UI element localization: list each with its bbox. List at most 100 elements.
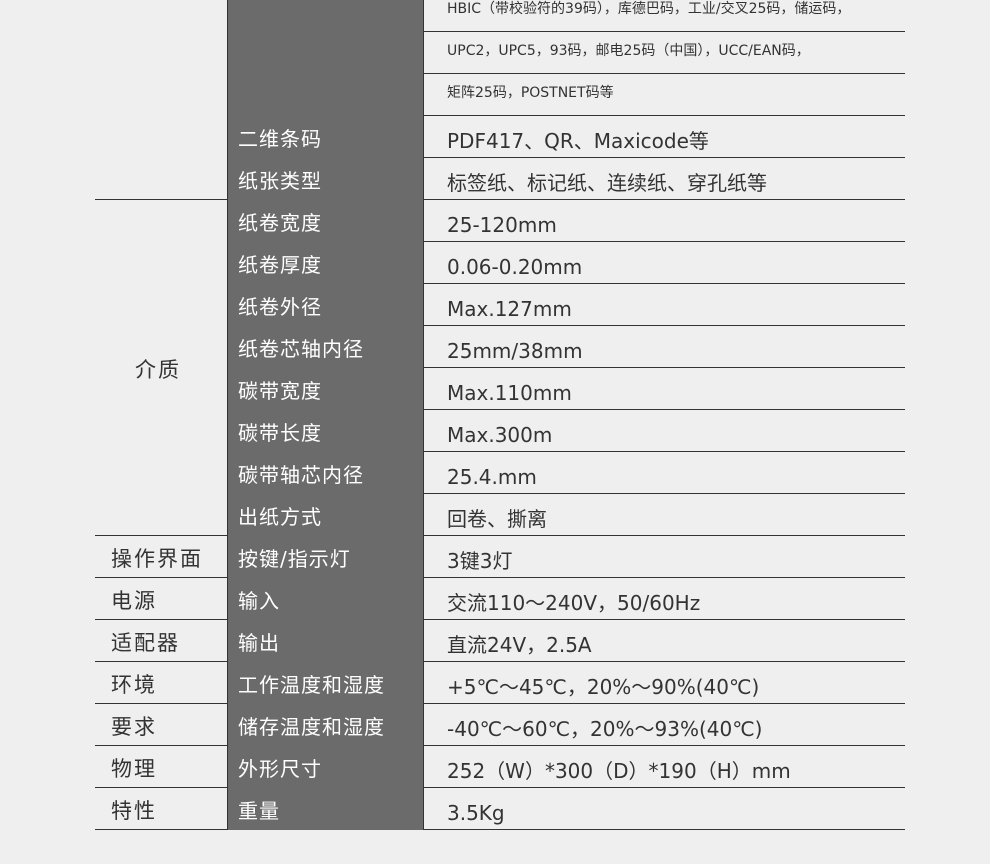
spec-row: 碳带宽度 Max.110mm bbox=[95, 368, 905, 410]
spec-value: 3.5Kg bbox=[447, 801, 505, 825]
spec-label: 纸卷芯轴内径 bbox=[238, 337, 364, 361]
spec-label: 出纸方式 bbox=[238, 505, 322, 529]
spec-row: 储存温度和湿度 -40℃～60℃，20%～93%(40℃) bbox=[95, 704, 905, 746]
category-cell: 要求 bbox=[95, 704, 227, 746]
category-divider bbox=[95, 199, 227, 200]
spec-row: 二维条码 PDF417、QR、Maxicode等 bbox=[95, 116, 905, 158]
spec-value: 3键3灯 bbox=[447, 549, 513, 573]
category-cell: 环境 bbox=[95, 662, 227, 704]
spec-label: 外形尺寸 bbox=[238, 757, 322, 781]
spec-value: 标签纸、标记纸、连续纸、穿孔纸等 bbox=[447, 171, 767, 195]
spec-label: 输出 bbox=[238, 631, 280, 655]
spec-label: 纸卷宽度 bbox=[238, 211, 322, 235]
spec-value: 直流24V，2.5A bbox=[447, 633, 592, 657]
spec-value: +5℃～45℃，20%～90%(40℃) bbox=[447, 675, 760, 699]
category-label: 物理 bbox=[111, 757, 157, 781]
spec-row: 纸卷宽度 25-120mm bbox=[95, 200, 905, 242]
row-divider bbox=[423, 535, 905, 536]
spec-value: PDF417、QR、Maxicode等 bbox=[447, 129, 709, 153]
category-label: 操作界面 bbox=[111, 547, 203, 571]
spec-row: 重量 3.5Kg bbox=[95, 788, 905, 830]
spec-row: 碳带轴芯内径 25.4.mm bbox=[95, 452, 905, 494]
spec-value: -40℃～60℃，20%～93%(40℃) bbox=[447, 717, 763, 741]
spec-row: 外形尺寸 252（W）*300（D）*190（H）mm bbox=[95, 746, 905, 788]
row-divider bbox=[423, 241, 905, 242]
row-divider bbox=[423, 157, 905, 158]
spec-label: 重量 bbox=[238, 799, 280, 823]
category-label: 要求 bbox=[111, 715, 157, 739]
spec-label: 二维条码 bbox=[238, 127, 322, 151]
spec-label: 纸卷外径 bbox=[238, 295, 322, 319]
spec-row: 输出 直流24V，2.5A bbox=[95, 620, 905, 662]
row-divider bbox=[423, 31, 905, 32]
spec-row: 输入 交流110～240V，50/60Hz bbox=[95, 578, 905, 620]
spec-value: 252（W）*300（D）*190（H）mm bbox=[447, 759, 791, 783]
category-cell: 介质 bbox=[95, 200, 227, 536]
spec-value: 回卷、撕离 bbox=[447, 507, 547, 531]
category-label: 介质 bbox=[135, 358, 181, 382]
category-divider bbox=[95, 577, 227, 578]
category-divider bbox=[95, 787, 227, 788]
spec-row: 纸卷外径 Max.127mm bbox=[95, 284, 905, 326]
row-divider bbox=[423, 493, 905, 494]
spec-row: 纸张类型 标签纸、标记纸、连续纸、穿孔纸等 bbox=[95, 158, 905, 200]
label-column bbox=[227, 0, 424, 830]
spec-label: 纸张类型 bbox=[238, 169, 322, 193]
category-cell: 物理 bbox=[95, 746, 227, 788]
row-divider bbox=[423, 73, 905, 74]
spec-row: 纸卷厚度 0.06-0.20mm bbox=[95, 242, 905, 284]
spec-value: 25.4.mm bbox=[447, 465, 537, 489]
row-divider bbox=[423, 787, 905, 788]
spec-value: 交流110～240V，50/60Hz bbox=[447, 591, 701, 615]
spec-label: 按键/指示灯 bbox=[238, 547, 351, 571]
spec-value: Max.110mm bbox=[447, 381, 572, 405]
spec-label: 碳带轴芯内径 bbox=[238, 463, 364, 487]
row-divider bbox=[423, 619, 905, 620]
spec-value: Max.127mm bbox=[447, 297, 572, 321]
category-cell: 适配器 bbox=[95, 620, 227, 662]
category-cell: 特性 bbox=[95, 788, 227, 830]
spec-row: UPC2，UPC5，93码，邮电25码（中国），UCC/EAN码， bbox=[95, 32, 905, 74]
spec-value: HBIC（带校验符的39码），库德巴码，工业/交叉25码，储运码， bbox=[447, 1, 851, 17]
spec-label: 碳带长度 bbox=[238, 421, 322, 445]
spec-label: 储存温度和湿度 bbox=[238, 715, 385, 739]
spec-row: 碳带长度 Max.300m bbox=[95, 410, 905, 452]
row-divider bbox=[423, 367, 905, 368]
spec-value: 矩阵25码，POSTNET码等 bbox=[447, 85, 614, 101]
category-divider bbox=[95, 661, 227, 662]
row-divider bbox=[423, 829, 905, 830]
row-divider bbox=[423, 577, 905, 578]
spec-row: 按键/指示灯 3键3灯 bbox=[95, 536, 905, 578]
spec-label: 纸卷厚度 bbox=[238, 253, 322, 277]
spec-label: 输入 bbox=[238, 589, 280, 613]
spec-row: HBIC（带校验符的39码），库德巴码，工业/交叉25码，储运码， bbox=[95, 0, 905, 32]
spec-value: 0.06-0.20mm bbox=[447, 255, 583, 279]
category-divider bbox=[95, 703, 227, 704]
spec-row: 出纸方式 回卷、撕离 bbox=[95, 494, 905, 536]
category-divider bbox=[95, 829, 227, 830]
category-label: 环境 bbox=[111, 673, 157, 697]
row-divider bbox=[423, 409, 905, 410]
row-divider bbox=[423, 661, 905, 662]
category-label: 电源 bbox=[111, 589, 157, 613]
category-label: 特性 bbox=[111, 799, 157, 823]
row-divider bbox=[423, 199, 905, 200]
spec-value: 25mm/38mm bbox=[447, 339, 583, 363]
category-divider bbox=[95, 745, 227, 746]
row-divider bbox=[423, 115, 905, 116]
spec-value: 25-120mm bbox=[447, 213, 557, 237]
spec-value: UPC2，UPC5，93码，邮电25码（中国），UCC/EAN码， bbox=[447, 43, 810, 59]
category-label: 适配器 bbox=[111, 631, 180, 655]
row-divider bbox=[423, 451, 905, 452]
category-cell: 操作界面 bbox=[95, 536, 227, 578]
row-divider bbox=[423, 703, 905, 704]
category-divider bbox=[95, 619, 227, 620]
spec-row: 矩阵25码，POSTNET码等 bbox=[95, 74, 905, 116]
row-divider bbox=[423, 325, 905, 326]
spec-value: Max.300m bbox=[447, 423, 553, 447]
row-divider bbox=[423, 283, 905, 284]
row-divider bbox=[423, 745, 905, 746]
spec-row: 纸卷芯轴内径 25mm/38mm bbox=[95, 326, 905, 368]
category-divider bbox=[95, 535, 227, 536]
